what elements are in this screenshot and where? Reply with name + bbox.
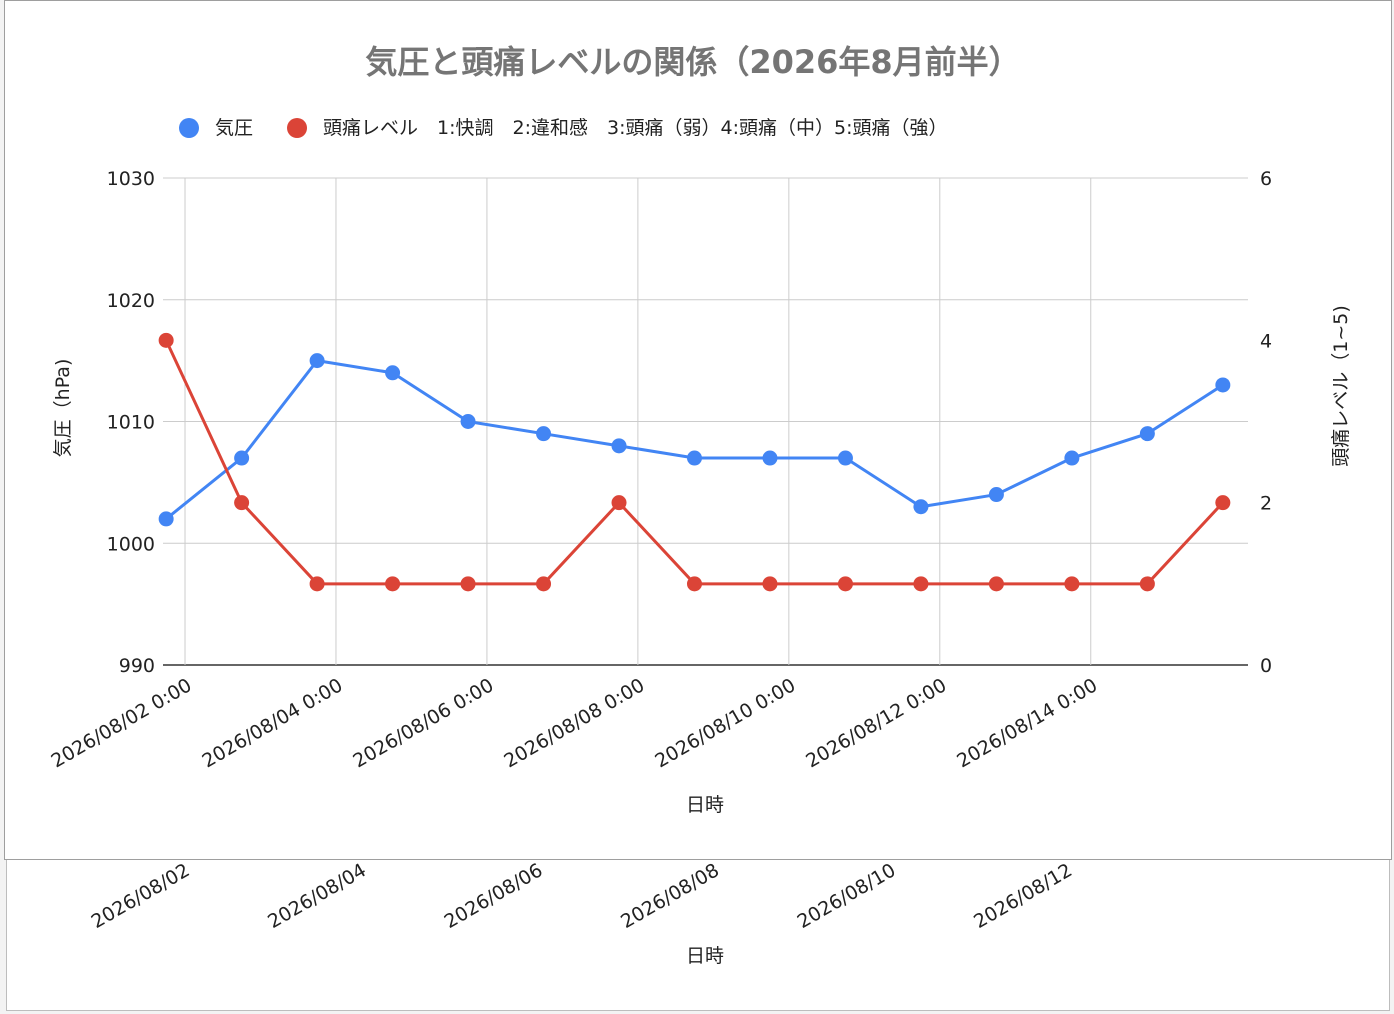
headache-data-point bbox=[762, 576, 778, 592]
pressure-data-point bbox=[234, 450, 250, 466]
right-y-tick-label: 4 bbox=[1260, 330, 1272, 352]
x-tick-label: 2026/08/12 0:00 bbox=[802, 674, 950, 772]
pressure-data-point bbox=[460, 414, 476, 429]
legend-marker bbox=[179, 118, 199, 138]
headache-data-point bbox=[913, 576, 929, 592]
headache-data-point bbox=[385, 576, 401, 592]
headache-data-point bbox=[158, 332, 174, 348]
headache-data-point bbox=[1139, 576, 1155, 592]
series-layer bbox=[158, 332, 1231, 592]
legend-label: 頭痛レベル 1:快調 2:違和感 3:頭痛（弱）4:頭痛（中）5:頭痛（強） bbox=[323, 117, 947, 139]
background-chart: 2026/08/02 2026/08/04 2026/08/06 2026/08/08… bbox=[6, 858, 1390, 1011]
legend-marker bbox=[287, 118, 308, 138]
x-tick-label: 2026/08/04 0:00 bbox=[198, 674, 346, 772]
background-x-tick-label: 2026/08/04 bbox=[264, 859, 370, 933]
pressure-data-point bbox=[988, 487, 1004, 503]
pressure-data-point bbox=[762, 450, 778, 466]
legend[interactable]: 気圧 頭痛レベル 1:快調 2:違和感 3:頭痛（弱）4:頭痛（中）5:頭痛（強） bbox=[179, 117, 947, 139]
x-tick-label: 2026/08/14 0:00 bbox=[953, 674, 1101, 772]
headache-data-point bbox=[837, 576, 853, 592]
left-y-axis-ticks: 990 1000 1010 1020 1030 bbox=[107, 168, 155, 677]
right-y-tick-label: 2 bbox=[1260, 493, 1272, 515]
headache-data-point bbox=[1215, 495, 1231, 511]
headache-data-point bbox=[988, 576, 1004, 592]
headache-data-point bbox=[536, 576, 552, 592]
background-x-tick-label: 2026/08/10 bbox=[794, 859, 900, 933]
pressure-data-point bbox=[158, 511, 174, 527]
left-y-tick-label: 1030 bbox=[107, 168, 155, 190]
headache-data-point bbox=[234, 495, 250, 511]
right-y-axis-label: 頭痛レベル（1~5) bbox=[1330, 305, 1352, 467]
left-y-tick-label: 1010 bbox=[107, 412, 155, 434]
left-y-tick-label: 1000 bbox=[107, 533, 155, 555]
left-y-tick-label: 990 bbox=[119, 655, 155, 677]
x-tick-label: 2026/08/02 0:00 bbox=[47, 674, 195, 772]
right-y-tick-label: 6 bbox=[1260, 168, 1272, 190]
left-y-axis-label: 気圧（hPa) bbox=[52, 359, 74, 458]
background-chart-x-ticks: 2026/08/02 2026/08/04 2026/08/06 2026/08/08… bbox=[88, 859, 1076, 933]
legend-label: 気圧 bbox=[215, 117, 253, 139]
background-x-tick-label: 2026/08/02 bbox=[88, 859, 194, 933]
headache-data-point bbox=[309, 576, 325, 592]
chart-title: 気圧と頭痛レベルの関係（2026年8月前半） bbox=[365, 43, 1020, 81]
right-y-axis-ticks: 0 2 4 6 bbox=[1260, 168, 1272, 677]
chart-panel[interactable]: 気圧と頭痛レベルの関係（2026年8月前半） 気圧 頭痛レベル 1:快調 2:違和… bbox=[4, 0, 1392, 860]
background-x-tick-label: 2026/08/06 bbox=[441, 859, 547, 933]
gridlines bbox=[163, 177, 1248, 666]
pressure-data-point bbox=[309, 353, 325, 369]
pressure-data-point bbox=[1139, 426, 1155, 442]
x-tick-label: 2026/08/08 0:00 bbox=[500, 674, 648, 772]
headache-data-point bbox=[686, 576, 702, 592]
pressure-data-point bbox=[611, 438, 627, 454]
pressure-data-point bbox=[913, 499, 929, 515]
pressure-data-point bbox=[1064, 450, 1080, 466]
headache-data-point bbox=[460, 576, 476, 592]
pressure-data-point bbox=[1215, 377, 1231, 393]
pressure-data-point bbox=[837, 450, 853, 466]
pressure-data-point bbox=[536, 426, 552, 442]
background-x-tick-label: 2026/08/08 bbox=[617, 859, 723, 933]
background-chart-svg: 2026/08/02 2026/08/04 2026/08/06 2026/08/08… bbox=[88, 859, 1076, 967]
left-y-tick-label: 1020 bbox=[107, 290, 155, 312]
x-tick-label: 2026/08/06 0:00 bbox=[349, 674, 497, 772]
x-tick-label: 2026/08/10 0:00 bbox=[651, 674, 799, 772]
x-axis-label: 日時 bbox=[686, 794, 724, 816]
line-chart: 気圧と頭痛レベルの関係（2026年8月前半） 気圧 頭痛レベル 1:快調 2:違和… bbox=[47, 43, 1352, 816]
x-axis-ticks: 2026/08/02 0:00 2026/08/04 0:00 2026/08/06… bbox=[47, 674, 1101, 772]
pressure-data-point bbox=[686, 450, 702, 466]
background-x-tick-label: 2026/08/12 bbox=[970, 859, 1076, 933]
pressure-data-point bbox=[385, 365, 401, 381]
headache-data-point bbox=[611, 495, 627, 511]
headache-data-point bbox=[1064, 576, 1080, 592]
background-chart-x-axis-label: 日時 bbox=[686, 945, 724, 967]
pressure-series-line bbox=[165, 359, 1224, 521]
right-y-tick-label: 0 bbox=[1260, 655, 1272, 677]
